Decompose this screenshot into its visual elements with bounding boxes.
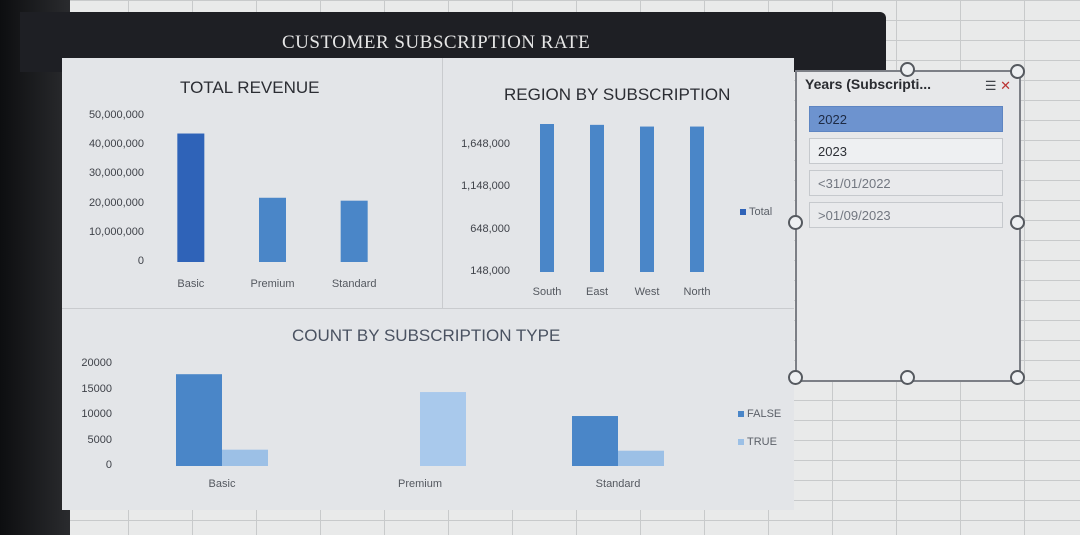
bar-standard-false [572, 416, 618, 466]
clear-filter-icon[interactable]: ✕ [1000, 78, 1011, 93]
slicer-item-before-date[interactable]: <31/01/2022 [809, 170, 1003, 196]
y-tick-label: 40,000,000 [88, 138, 144, 151]
y-tick-label: 20000 [81, 357, 112, 369]
legend-true: TRUE [738, 436, 777, 448]
y-tick-label: 10,000,000 [88, 225, 144, 238]
y-tick-label: 15000 [81, 382, 112, 395]
y-tick-label: 0 [105, 459, 112, 471]
resize-handle-top[interactable] [900, 62, 915, 77]
chart-title-total-revenue: TOTAL REVENUE [180, 78, 320, 97]
bar-basic-true [222, 449, 268, 466]
resize-handle-bottom-left[interactable] [788, 370, 803, 385]
resize-handle-bottom[interactable] [900, 370, 915, 385]
chart-title-region: REGION BY SUBSCRIPTION [504, 85, 731, 104]
legend-false-label: FALSE [747, 408, 782, 420]
screen-edge [0, 0, 70, 535]
bar-south [540, 124, 554, 272]
x-tick-label: Basic [177, 278, 205, 290]
bar-premium [259, 197, 286, 262]
bar-premium-true [420, 392, 466, 466]
x-tick-label: Standard [331, 278, 377, 290]
slicer-toolbar: ☰ ✕ [985, 78, 1011, 94]
slicer-item-2023[interactable]: 2023 [809, 138, 1003, 164]
legend-total-swatch [740, 209, 746, 216]
panel-divider [62, 308, 794, 309]
bar-north [690, 126, 704, 272]
resize-handle-right[interactable] [1010, 215, 1025, 230]
y-tick-label: 10000 [81, 408, 112, 420]
x-tick-label: Premium [250, 278, 295, 290]
y-tick-label: 5000 [87, 433, 112, 446]
y-tick-label: 30,000,000 [88, 167, 144, 180]
bar-standard-true [618, 450, 664, 466]
bar-basic [177, 133, 205, 262]
dashboard-title: CUSTOMER SUBSCRIPTION RATE [282, 32, 591, 53]
bar-basic-false [176, 374, 222, 466]
bar-west [640, 126, 654, 272]
legend-false: FALSE [738, 408, 781, 420]
legend-true-swatch [738, 439, 744, 446]
multi-select-icon[interactable]: ☰ [984, 78, 997, 93]
y-tick-label: 50,000,000 [88, 109, 144, 121]
chart-title-count: COUNT BY SUBSCRIPTION TYPE [292, 326, 561, 345]
years-slicer[interactable]: Years (Subscripti... ☰ ✕ 2022 2023 <31/0… [795, 70, 1021, 382]
x-tick-label: Standard [595, 478, 641, 490]
resize-handle-top-right[interactable] [1010, 64, 1025, 79]
bar-standard [340, 200, 368, 262]
slicer-item-2022[interactable]: 2022 [809, 106, 1003, 132]
legend-false-swatch [738, 411, 744, 418]
x-tick-label: Basic [208, 478, 236, 490]
slicer-header: Years (Subscripti... [805, 76, 932, 92]
legend-total: Total [740, 206, 772, 218]
y-tick-label: 1,148,000 [461, 180, 510, 193]
y-tick-label: 20,000,000 [88, 196, 144, 209]
y-tick-label: 0 [137, 255, 144, 267]
resize-handle-left[interactable] [788, 215, 803, 230]
legend-total-label: Total [749, 206, 773, 218]
x-tick-label: South [532, 286, 562, 298]
y-tick-label: 648,000 [470, 222, 510, 235]
y-tick-label: 1,648,000 [461, 137, 510, 150]
legend-true-label: TRUE [747, 436, 777, 448]
resize-handle-bottom-right[interactable] [1010, 370, 1025, 385]
bar-east [590, 124, 604, 272]
slicer-item-after-date[interactable]: >01/09/2023 [809, 202, 1003, 228]
x-tick-label: Premium [397, 478, 442, 490]
x-tick-label: West [634, 286, 660, 298]
x-tick-label: North [683, 286, 711, 298]
panel-divider [442, 58, 443, 308]
x-tick-label: East [585, 286, 608, 298]
y-tick-label: 148,000 [470, 265, 510, 277]
